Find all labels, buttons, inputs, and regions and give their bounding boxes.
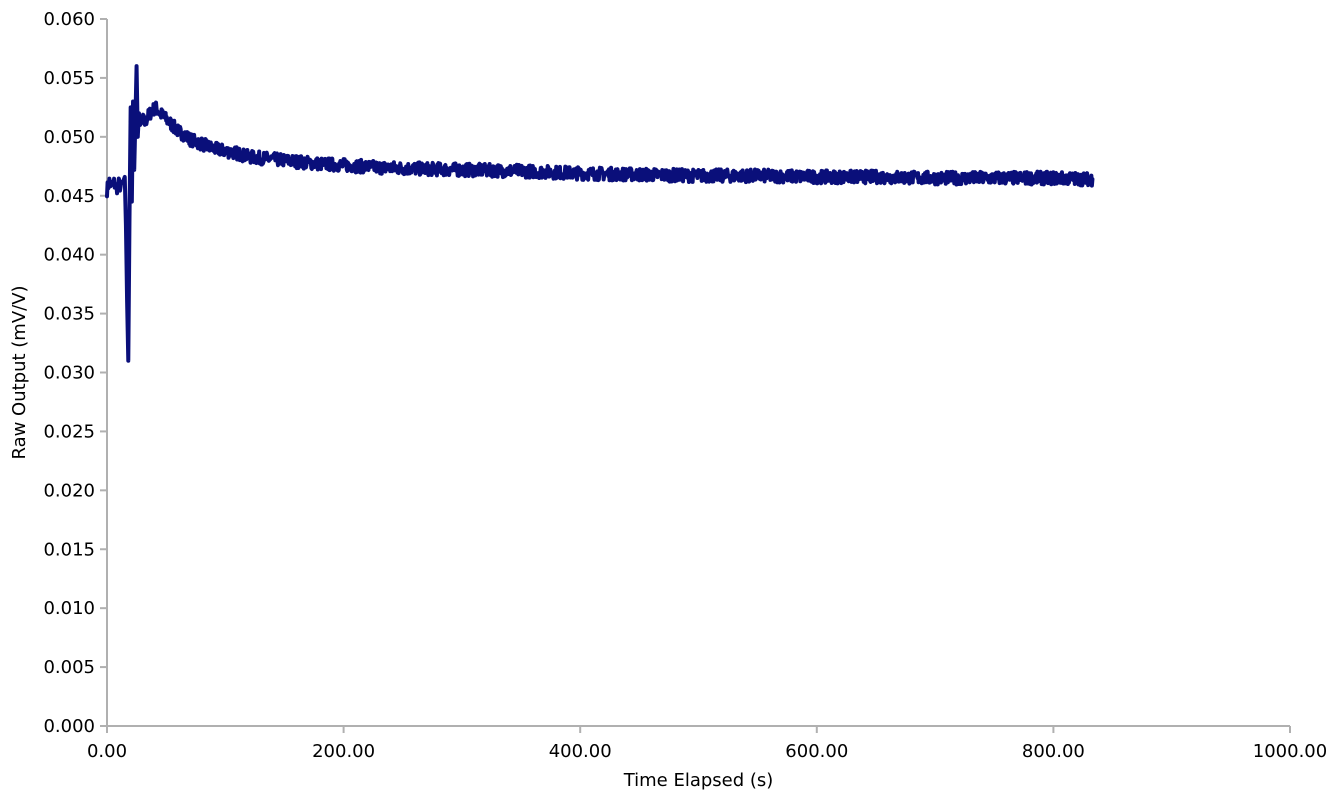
y-tick-label: 0.035 — [43, 304, 95, 325]
x-tick-label: 200.00 — [312, 741, 375, 762]
y-axis: 0.000 0.005 0.010 0.015 0.020 0.025 0.030 0.035… — [43, 9, 108, 737]
y-tick-label: 0.055 — [43, 68, 95, 89]
y-tick-label: 0.050 — [43, 127, 95, 148]
x-tick-label: 1000.00 — [1253, 741, 1327, 762]
x-tick-label: 0.00 — [87, 741, 127, 762]
y-tick-label: 0.000 — [43, 716, 95, 737]
y-tick-label: 0.015 — [43, 539, 95, 560]
y-tick-label: 0.010 — [43, 598, 95, 619]
plot-area — [105, 64, 1095, 363]
y-axis-title: Raw Output (mV/V) — [9, 285, 30, 459]
x-tick-label: 800.00 — [1022, 741, 1085, 762]
x-axis: 0.00 200.00 400.00 600.00 800.00 1000.00 — [87, 725, 1327, 762]
y-tick-label: 0.040 — [43, 245, 95, 266]
x-tick-label: 400.00 — [549, 741, 612, 762]
y-tick-label: 0.025 — [43, 421, 95, 442]
y-tick-label: 0.020 — [43, 480, 95, 501]
series-line — [105, 64, 1095, 363]
x-axis-title: Time Elapsed (s) — [623, 770, 774, 791]
y-tick-label: 0.045 — [43, 186, 95, 207]
y-tick-label: 0.005 — [43, 657, 95, 678]
y-tick-label: 0.060 — [43, 9, 95, 30]
y-tick-label: 0.030 — [43, 363, 95, 384]
x-tick-label: 600.00 — [785, 741, 848, 762]
